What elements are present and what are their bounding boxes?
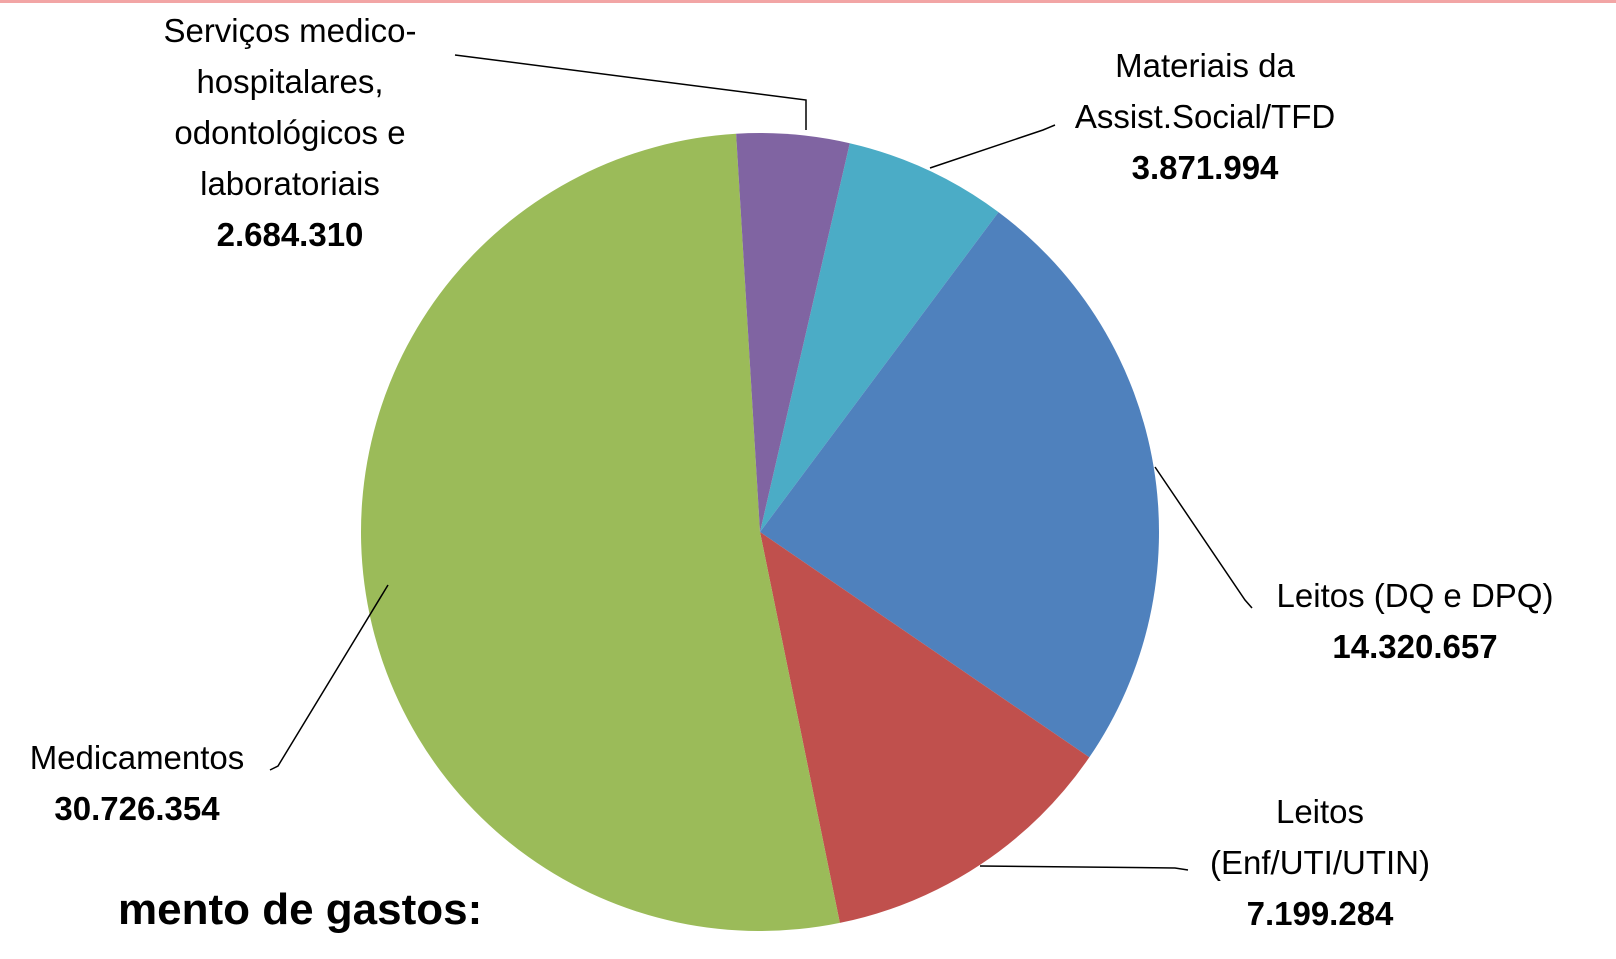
caption: mento de gastos: xyxy=(118,885,483,934)
top-bar xyxy=(0,0,1616,3)
leader-line xyxy=(1154,466,1253,609)
slice-label: Medicamentos 30.726.354 xyxy=(0,732,282,834)
pie-slice xyxy=(760,212,1159,758)
slice-label: Leitos (Enf/UTI/UTIN) 7.199.284 xyxy=(1175,786,1465,939)
slice-value: 2.684.310 xyxy=(216,216,364,253)
slice-value: 30.726.354 xyxy=(54,790,220,827)
slice-name: Leitos (DQ e DPQ) xyxy=(1276,577,1554,614)
slice-name: Leitos (Enf/UTI/UTIN) xyxy=(1210,793,1430,881)
slice-value: 14.320.657 xyxy=(1332,628,1498,665)
pie-slice xyxy=(360,133,840,931)
leader-line xyxy=(929,124,1056,169)
pie-slice xyxy=(736,133,850,533)
leader-line xyxy=(269,584,389,771)
slice-label: Serviços medico-hospitalares, odontológi… xyxy=(140,5,440,260)
slice-value: 3.871.994 xyxy=(1131,149,1279,186)
slice-label: Materiais da Assist.Social/TFD 3.871.994 xyxy=(1055,40,1355,193)
leader-line xyxy=(979,865,1189,871)
pie-slice xyxy=(760,532,1090,923)
slice-label: Leitos (DQ e DPQ) 14.320.657 xyxy=(1250,570,1580,672)
leader-line xyxy=(454,54,807,130)
slice-name: Serviços medico-hospitalares, odontológi… xyxy=(163,12,417,202)
slice-value: 7.199.284 xyxy=(1246,895,1394,932)
slice-name: Medicamentos xyxy=(29,739,245,776)
slice-name: Materiais da Assist.Social/TFD xyxy=(1074,47,1336,135)
pie-slice xyxy=(760,143,999,532)
